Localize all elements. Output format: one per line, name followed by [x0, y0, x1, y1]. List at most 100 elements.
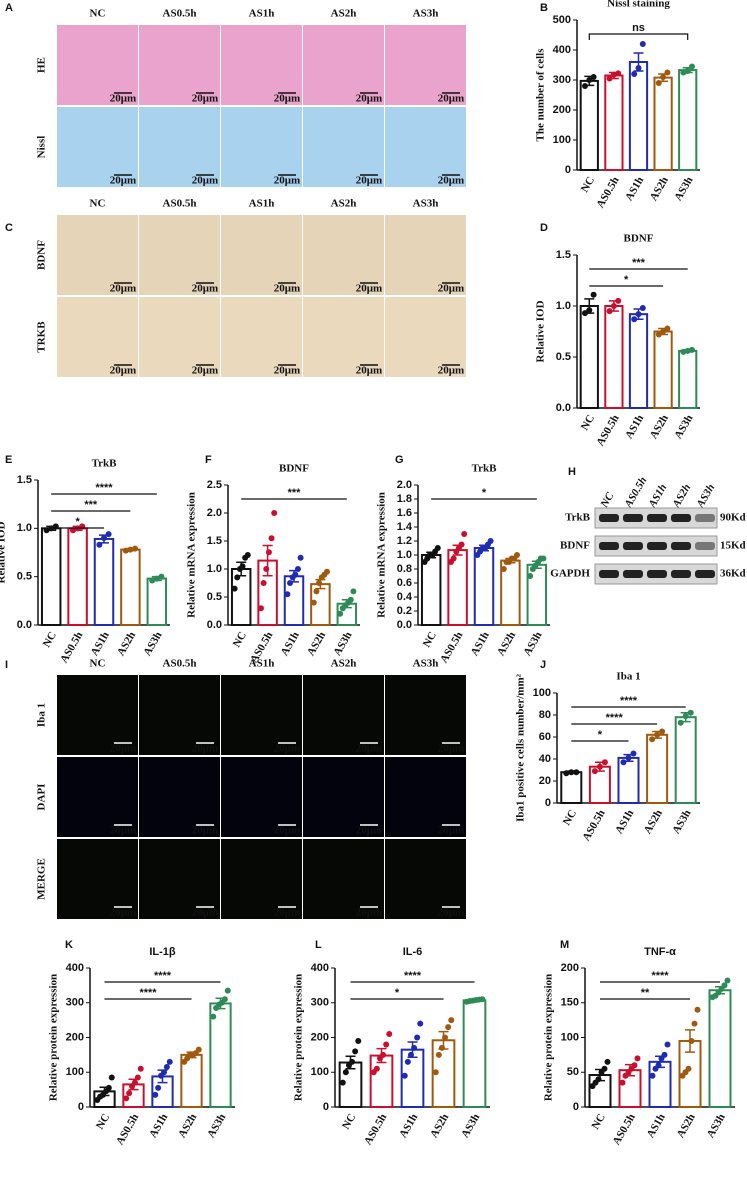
x-tick-label: AS0.5h [58, 630, 85, 665]
panel-letter: M [560, 939, 569, 951]
chart-title: BDNF [624, 233, 654, 245]
column-header: AS0.5h [163, 8, 197, 20]
y-tick-label: 0 [323, 1101, 329, 1113]
micrograph [221, 107, 302, 187]
y-tick-label: 1.0 [17, 522, 32, 534]
data-point [131, 1079, 138, 1086]
y-tick-label: 150 [561, 997, 579, 1009]
scale-bar-label: 20μm [110, 175, 136, 187]
data-point [540, 555, 547, 562]
data-point [631, 316, 638, 323]
data-point [631, 1062, 638, 1069]
data-point [438, 1044, 445, 1051]
y-axis-label: Relative mRNA expression [186, 492, 198, 618]
x-tick-label: AS1h [147, 1112, 170, 1140]
scale-bar-label: 20μm [438, 365, 464, 377]
data-point [349, 1058, 356, 1065]
x-tick-label: AS1h [89, 630, 112, 658]
data-point [134, 1074, 141, 1081]
data-point [342, 1069, 349, 1076]
row-label: BDNF [36, 240, 48, 270]
y-tick-label: 200 [561, 962, 579, 974]
row-label: TRKB [36, 321, 48, 353]
lane-label: AS2h [670, 482, 693, 511]
data-point [137, 1065, 144, 1072]
bar [67, 527, 88, 626]
data-point [383, 1041, 390, 1048]
chart-title: IL-1β [149, 946, 176, 958]
data-point [244, 552, 251, 558]
data-point [590, 74, 597, 80]
significance-label: * [482, 487, 487, 499]
x-tick-label: AS3h [705, 1112, 728, 1140]
scale-bar-label: 20μm [274, 907, 300, 919]
data-point [685, 1065, 692, 1072]
y-tick-label: 0.6 [397, 577, 412, 589]
data-point [664, 1041, 671, 1048]
column-header: AS2h [331, 658, 357, 670]
scale-bar-label: 20μm [274, 825, 300, 837]
column-header: AS0.5h [163, 198, 197, 210]
panel-letter: A [5, 2, 13, 14]
x-tick-label: AS2h [305, 630, 328, 658]
bar [369, 1054, 394, 1108]
y-tick-label: 60 [539, 731, 551, 743]
data-point [689, 63, 696, 70]
x-tick-label: AS1h [469, 630, 492, 658]
data-point [631, 71, 638, 77]
scale-bar-label: 20μm [192, 283, 218, 295]
data-point [373, 1065, 380, 1072]
data-point [450, 555, 457, 562]
data-point [271, 510, 278, 516]
data-point [634, 1055, 641, 1062]
scale-bar-label: 20μm [438, 93, 464, 105]
x-tick-label: AS2h [675, 1112, 698, 1140]
column-header: AS3h [413, 658, 439, 670]
lane-label: AS1h [646, 482, 669, 511]
blot-band [695, 542, 715, 550]
scale-bar-label: 20μm [192, 365, 218, 377]
column-header: NC [90, 658, 106, 670]
data-point [654, 731, 661, 738]
x-tick-label: AS1h [279, 630, 302, 658]
data-point [500, 566, 507, 572]
bar [653, 76, 673, 171]
data-point [294, 566, 301, 572]
bar [420, 554, 442, 626]
data-point [224, 987, 231, 994]
y-tick-label: 2.5 [207, 479, 222, 491]
blot-band [623, 570, 643, 578]
data-point [596, 763, 603, 770]
data-point [163, 1064, 170, 1071]
micrograph [303, 297, 384, 377]
bar [617, 756, 640, 805]
micrograph [303, 757, 384, 837]
panel-letter: D [540, 222, 548, 234]
blot-band [599, 514, 619, 522]
lane-label: AS3h [694, 482, 717, 511]
panel-letter: I [5, 659, 8, 671]
scale-bar-label: 20μm [110, 283, 136, 295]
scale-bar-label: 20μm [274, 365, 300, 377]
y-tick-label: 1.4 [397, 521, 413, 533]
y-tick-label: 0.0 [556, 402, 571, 414]
significance-label: ** [641, 987, 650, 999]
data-point [606, 75, 613, 82]
data-point [234, 574, 241, 581]
data-point [615, 297, 622, 304]
bar [674, 716, 697, 805]
data-point [721, 982, 728, 989]
row-label: HE [36, 57, 48, 73]
micrograph [385, 25, 466, 105]
x-tick-label: AS2h [648, 175, 671, 203]
y-axis-label: Relative IOD [0, 521, 8, 583]
data-point [195, 1046, 202, 1053]
data-point [694, 1006, 701, 1013]
chart-title: TrkB [472, 463, 498, 475]
data-point [43, 527, 50, 534]
significance-label: * [624, 274, 629, 286]
y-tick-label: 0.8 [397, 563, 412, 575]
x-tick-label: NC [340, 1112, 358, 1132]
blot-band [599, 542, 619, 550]
